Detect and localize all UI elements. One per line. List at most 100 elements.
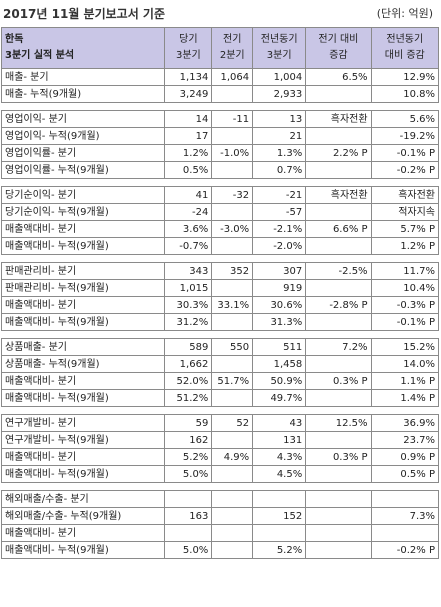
header-company: 한독 3분기 실적 분석	[0, 27, 166, 69]
row-value: 919	[252, 279, 307, 297]
row-value: 511	[252, 338, 307, 356]
table-row: 매출액대비- 누적(9개월) 5.0% 5.2% -0.2% P	[0, 541, 440, 559]
row-value	[252, 524, 307, 542]
header-previous-quarter: 전기 2분기	[211, 27, 254, 69]
row-value: -2.5%	[305, 262, 372, 280]
row-value: 11.7%	[370, 262, 440, 280]
table-row: 판매관리비- 분기 343 352 307 -2.5% 11.7%	[0, 262, 440, 280]
row-value: 0.5% P	[370, 465, 440, 483]
row-value: 0.3% P	[305, 448, 372, 466]
row-value	[370, 490, 440, 508]
row-value: -0.2% P	[370, 541, 440, 559]
row-value: 14.0%	[370, 355, 440, 373]
row-label: 해외매출/수출- 누적(9개월)	[0, 507, 166, 525]
table-row: 영업이익률- 분기 1.2% -1.0% 1.3% 2.2% P -0.1% P	[0, 144, 440, 162]
row-value	[211, 279, 254, 297]
row-label: 상품매출- 분기	[0, 338, 166, 356]
row-value: 52	[211, 414, 254, 432]
table-row: 매출액대비- 분기	[0, 524, 440, 542]
header-yoy-change: 전년동기 대비 증감	[370, 27, 440, 69]
row-value: 17	[164, 127, 213, 145]
row-value: 162	[164, 431, 213, 449]
row-value	[305, 524, 372, 542]
row-value	[164, 524, 213, 542]
row-value: 50.9%	[252, 372, 307, 390]
row-value: 30.3%	[164, 296, 213, 314]
row-value	[305, 85, 372, 103]
row-value	[305, 389, 372, 407]
row-value: 1.3%	[252, 144, 307, 162]
section-gap-cell	[1, 102, 439, 111]
row-value: -57	[252, 203, 307, 221]
table-body: 매출- 분기 1,134 1,064 1,004 6.5% 12.9% 매출- 누적(9개월…	[0, 68, 440, 559]
section-gap	[1, 406, 439, 415]
row-value: 적자지속	[370, 203, 440, 221]
row-value	[305, 161, 372, 179]
table-row: 상품매출- 분기 589 550 511 7.2% 15.2%	[0, 338, 440, 356]
table-row: 영업이익- 분기 14 -11 13 흑자전환 5.6%	[0, 110, 440, 128]
row-value: 1.2% P	[370, 237, 440, 255]
row-label: 매출액대비- 분기	[0, 296, 166, 314]
row-value: 31.2%	[164, 313, 213, 331]
header-previous-quarter-l2: 2분기	[219, 50, 245, 61]
header-qoq-change: 전기 대비 증감	[305, 27, 372, 69]
row-value: 41	[164, 186, 213, 204]
row-label: 매출액대비- 분기	[0, 372, 166, 390]
report-title: 2017년 11월 분기보고서 기준	[3, 7, 165, 21]
header-prior-year-l1: 전년동기	[260, 34, 298, 45]
row-value	[305, 465, 372, 483]
row-value: 30.6%	[252, 296, 307, 314]
row-label: 판매관리비- 누적(9개월)	[0, 279, 166, 297]
row-value: 10.8%	[370, 85, 440, 103]
row-label: 매출- 누적(9개월)	[0, 85, 166, 103]
table-row: 상품매출- 누적(9개월) 1,662 1,458 14.0%	[0, 355, 440, 373]
row-label: 영업이익률- 분기	[0, 144, 166, 162]
table-row: 영업이익- 누적(9개월) 17 21 -19.2%	[0, 127, 440, 145]
row-label: 연구개발비- 누적(9개월)	[0, 431, 166, 449]
row-value: 43	[252, 414, 307, 432]
table-row: 당기순이익- 누적(9개월) -24 -57 적자지속	[0, 203, 440, 221]
row-value: -0.7%	[164, 237, 213, 255]
row-value: 352	[211, 262, 254, 280]
row-value: 2.2% P	[305, 144, 372, 162]
table-row: 영업이익률- 누적(9개월) 0.5% 0.7% -0.2% P	[0, 161, 440, 179]
row-value	[305, 203, 372, 221]
row-value: 51.2%	[164, 389, 213, 407]
row-value: -11	[211, 110, 254, 128]
row-label: 상품매출- 누적(9개월)	[0, 355, 166, 373]
row-label: 연구개발비- 분기	[0, 414, 166, 432]
row-value: 7.2%	[305, 338, 372, 356]
header-company-name: 한독	[5, 34, 24, 45]
header-qoq-change-l1: 전기 대비	[318, 34, 359, 45]
row-value	[305, 355, 372, 373]
row-value: -19.2%	[370, 127, 440, 145]
row-label: 당기순이익- 분기	[0, 186, 166, 204]
row-value: 550	[211, 338, 254, 356]
row-value	[305, 541, 372, 559]
row-value: 12.5%	[305, 414, 372, 432]
section-gap-cell	[1, 178, 439, 187]
header-current-quarter-l1: 당기	[179, 34, 198, 45]
header-analysis-title: 3분기 실적 분석	[5, 50, 75, 61]
row-value	[211, 355, 254, 373]
title-row: 2017년 11월 분기보고서 기준 (단위: 억원)	[0, 0, 441, 24]
row-value	[211, 313, 254, 331]
row-value: 4.3%	[252, 448, 307, 466]
row-label: 영업이익- 분기	[0, 110, 166, 128]
header-current-quarter-l2: 3분기	[175, 50, 201, 61]
row-value: 0.3% P	[305, 372, 372, 390]
table-row: 매출- 누적(9개월) 3,249 2,933 10.8%	[0, 85, 440, 103]
row-value: 4.5%	[252, 465, 307, 483]
table-header-row: 한독 3분기 실적 분석 당기 3분기 전기 2분기 전년동기 3분기 전기 대…	[0, 27, 440, 69]
row-value: 33.1%	[211, 296, 254, 314]
row-value: 152	[252, 507, 307, 525]
section-gap	[1, 178, 439, 187]
table-row: 해외매출/수출- 누적(9개월) 163 152 7.3%	[0, 507, 440, 525]
section-gap-cell	[1, 406, 439, 415]
row-value: 흑자전환	[370, 186, 440, 204]
row-value: 5.6%	[370, 110, 440, 128]
row-value	[164, 490, 213, 508]
row-value: 3.6%	[164, 220, 213, 238]
row-value: 5.7% P	[370, 220, 440, 238]
header-prior-year: 전년동기 3분기	[252, 27, 307, 69]
